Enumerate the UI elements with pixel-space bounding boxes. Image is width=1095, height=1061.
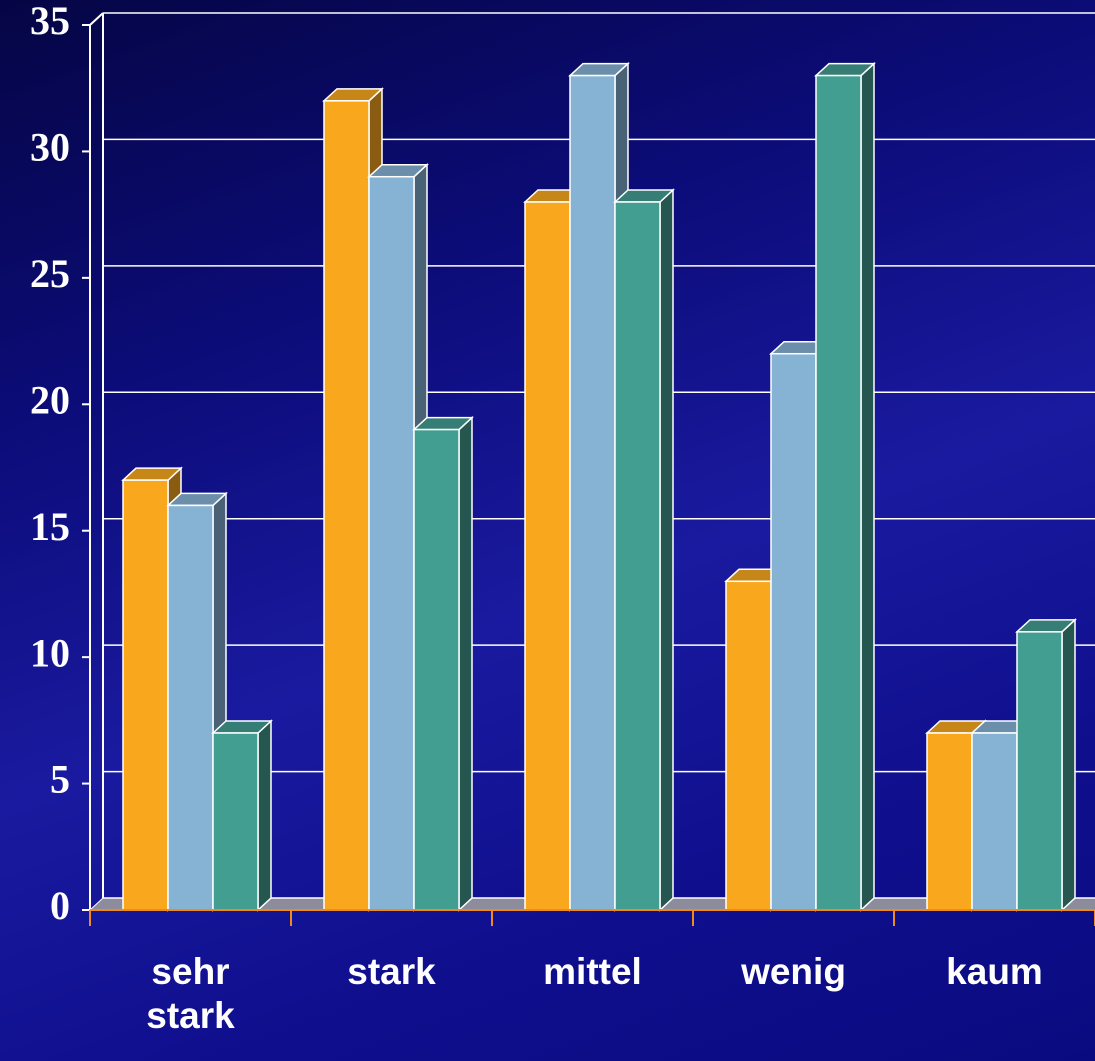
bar bbox=[323, 100, 370, 911]
bar bbox=[122, 479, 169, 911]
y-tick-label: 5 bbox=[50, 757, 70, 802]
bar-side bbox=[860, 61, 875, 912]
bar-side bbox=[1061, 618, 1076, 912]
bar bbox=[413, 428, 460, 911]
x-tick-label: stark bbox=[347, 951, 436, 992]
bar bbox=[770, 352, 817, 911]
y-tick-label: 20 bbox=[30, 377, 70, 422]
bar bbox=[815, 74, 862, 911]
left-wall-top bbox=[89, 12, 104, 26]
x-tick-label: wenig bbox=[741, 951, 846, 992]
bar bbox=[524, 201, 571, 911]
bar bbox=[212, 732, 259, 911]
bar-side bbox=[659, 188, 674, 912]
bar-side bbox=[458, 415, 473, 912]
x-tick-label: sehr stark bbox=[146, 951, 235, 1036]
bar bbox=[614, 201, 661, 911]
y-tick-label: 10 bbox=[30, 630, 70, 675]
bar bbox=[725, 580, 772, 911]
y-tick-label: 15 bbox=[30, 504, 70, 549]
y-tick-label: 35 bbox=[30, 0, 70, 43]
y-tick-label: 25 bbox=[30, 251, 70, 296]
bar bbox=[368, 175, 415, 911]
bar bbox=[971, 732, 1018, 911]
x-tick-label: mittel bbox=[543, 951, 642, 992]
bar bbox=[569, 74, 616, 911]
bar-side bbox=[257, 719, 272, 912]
x-tick-label: kaum bbox=[946, 951, 1043, 992]
y-tick-label: 0 bbox=[50, 883, 70, 928]
bar bbox=[926, 732, 973, 911]
bar bbox=[167, 504, 214, 911]
bar bbox=[1016, 631, 1063, 911]
y-tick-label: 30 bbox=[30, 125, 70, 170]
